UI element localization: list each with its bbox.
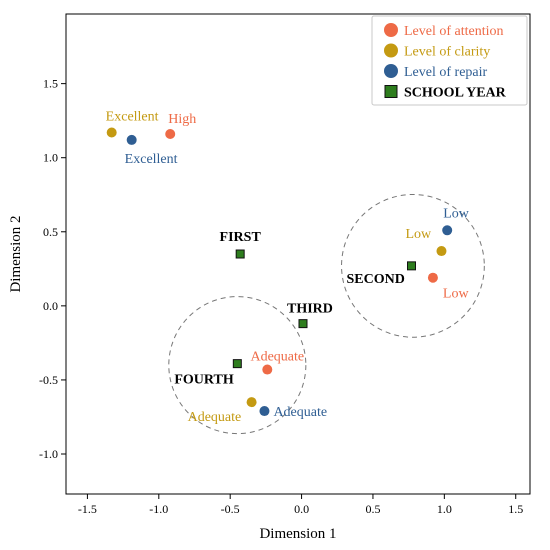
point-label-excellent: Excellent (125, 152, 178, 167)
y-tick-label: -1.0 (39, 447, 58, 461)
x-tick-label: 1.0 (437, 502, 452, 516)
x-tick-label: -0.5 (221, 502, 240, 516)
legend-label-level-of-clarity: Level of clarity (404, 45, 490, 60)
level-of-attention-point-low (427, 272, 438, 283)
x-tick-label: 0.0 (294, 502, 309, 516)
cluster-circles (168, 193, 485, 435)
cluster-low-circle (341, 193, 485, 338)
y-tick-label: 0.0 (43, 299, 58, 313)
school-year-label-fourth: FOURTH (174, 373, 234, 388)
legend-label-level-of-attention: Level of attention (404, 24, 504, 39)
point-label-low: Low (405, 227, 432, 242)
legend-marker-level-of-clarity (384, 43, 398, 58)
level-of-clarity-point-adequate (246, 397, 257, 408)
school-year-marker-third (298, 319, 308, 329)
y-tick-label: 1.5 (43, 77, 58, 91)
point-label-low: Low (443, 287, 470, 302)
point-label-high: High (168, 112, 196, 127)
x-axis: -1.5 -1.0 -0.5 0.0 0.5 1.0 1.5 (78, 494, 523, 516)
point-label-adequate: Adequate (250, 350, 304, 365)
x-tick-label: -1.0 (149, 502, 168, 516)
level-of-clarity-point-excellent (106, 127, 117, 138)
level-of-attention-point-high (165, 129, 176, 139)
level-of-repair-point-adequate (259, 406, 270, 417)
legend: Level of attention Level of clarity Level … (371, 15, 528, 106)
legend-label-school-year: SCHOOL YEAR (404, 86, 507, 101)
level-of-clarity-point-low (436, 246, 447, 257)
level-of-repair-point-low (442, 225, 453, 236)
y-tick-label: 0.5 (43, 225, 58, 239)
legend-label-level-of-repair: Level of repair (404, 65, 488, 80)
level-of-repair-point-excellent (126, 134, 137, 145)
point-label-adequate: Adequate (273, 405, 327, 420)
school-year-marker-second (407, 261, 417, 271)
x-axis-label: Dimension 1 (259, 526, 336, 542)
level-of-attention-point-adequate (262, 364, 273, 375)
school-year-label-second: SECOND (347, 272, 405, 287)
data-points: High Low Adequate Excellent Low Adequate Excel… (106, 110, 470, 426)
school-year-label-third: THIRD (287, 302, 333, 317)
legend-marker-level-of-attention (384, 23, 398, 37)
school-year-marker-first (235, 249, 245, 259)
legend-box (371, 15, 528, 106)
plot-frame (65, 13, 531, 495)
point-label-adequate: Adequate (188, 410, 242, 425)
point-label-excellent: Excellent (106, 110, 159, 125)
x-tick-label: 0.5 (365, 502, 380, 516)
y-axis-label: Dimension 2 (8, 215, 24, 292)
school-year-label-first: FIRST (220, 230, 262, 245)
y-tick-label: 1.0 (43, 151, 58, 165)
x-tick-label: -1.5 (78, 502, 97, 516)
point-label-low: Low (443, 206, 470, 221)
legend-marker-school-year (384, 85, 398, 98)
y-axis: -1.0 -0.5 0.0 0.5 1.0 1.5 (39, 77, 66, 461)
legend-marker-level-of-repair (384, 64, 398, 78)
y-tick-label: -0.5 (39, 373, 58, 387)
school-year-marker-fourth (232, 359, 242, 369)
x-tick-label: 1.5 (508, 502, 523, 516)
cluster-adequate-circle (168, 296, 307, 435)
